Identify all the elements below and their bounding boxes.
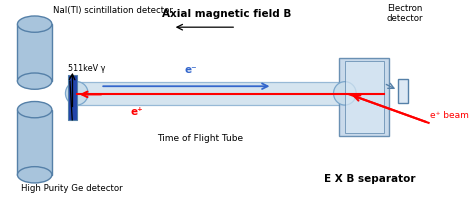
Text: Axial magnetic field B: Axial magnetic field B [163, 9, 292, 19]
Text: e⁺: e⁺ [130, 106, 143, 116]
Text: Time of Flight Tube: Time of Flight Tube [157, 134, 243, 143]
Bar [18, 25, 52, 82]
Text: E X B separator: E X B separator [324, 173, 416, 183]
Bar [345, 61, 384, 133]
Ellipse shape [18, 17, 52, 33]
Text: High Purity Ge detector: High Purity Ge detector [21, 183, 123, 192]
Ellipse shape [65, 82, 88, 105]
Text: e⁻: e⁻ [184, 65, 197, 75]
Text: Electron
detector: Electron detector [387, 4, 423, 23]
Text: 511keV γ: 511keV γ [68, 64, 105, 73]
Ellipse shape [18, 167, 52, 183]
Bar [77, 82, 345, 105]
Bar [339, 58, 389, 136]
Bar [398, 80, 408, 103]
Bar [18, 110, 52, 175]
Text: e⁺ beam: e⁺ beam [430, 111, 469, 120]
Text: NaI(Tl) scintillation detector: NaI(Tl) scintillation detector [53, 6, 173, 15]
Ellipse shape [18, 74, 52, 90]
Bar [68, 76, 77, 120]
Ellipse shape [18, 102, 52, 118]
Ellipse shape [334, 82, 356, 105]
